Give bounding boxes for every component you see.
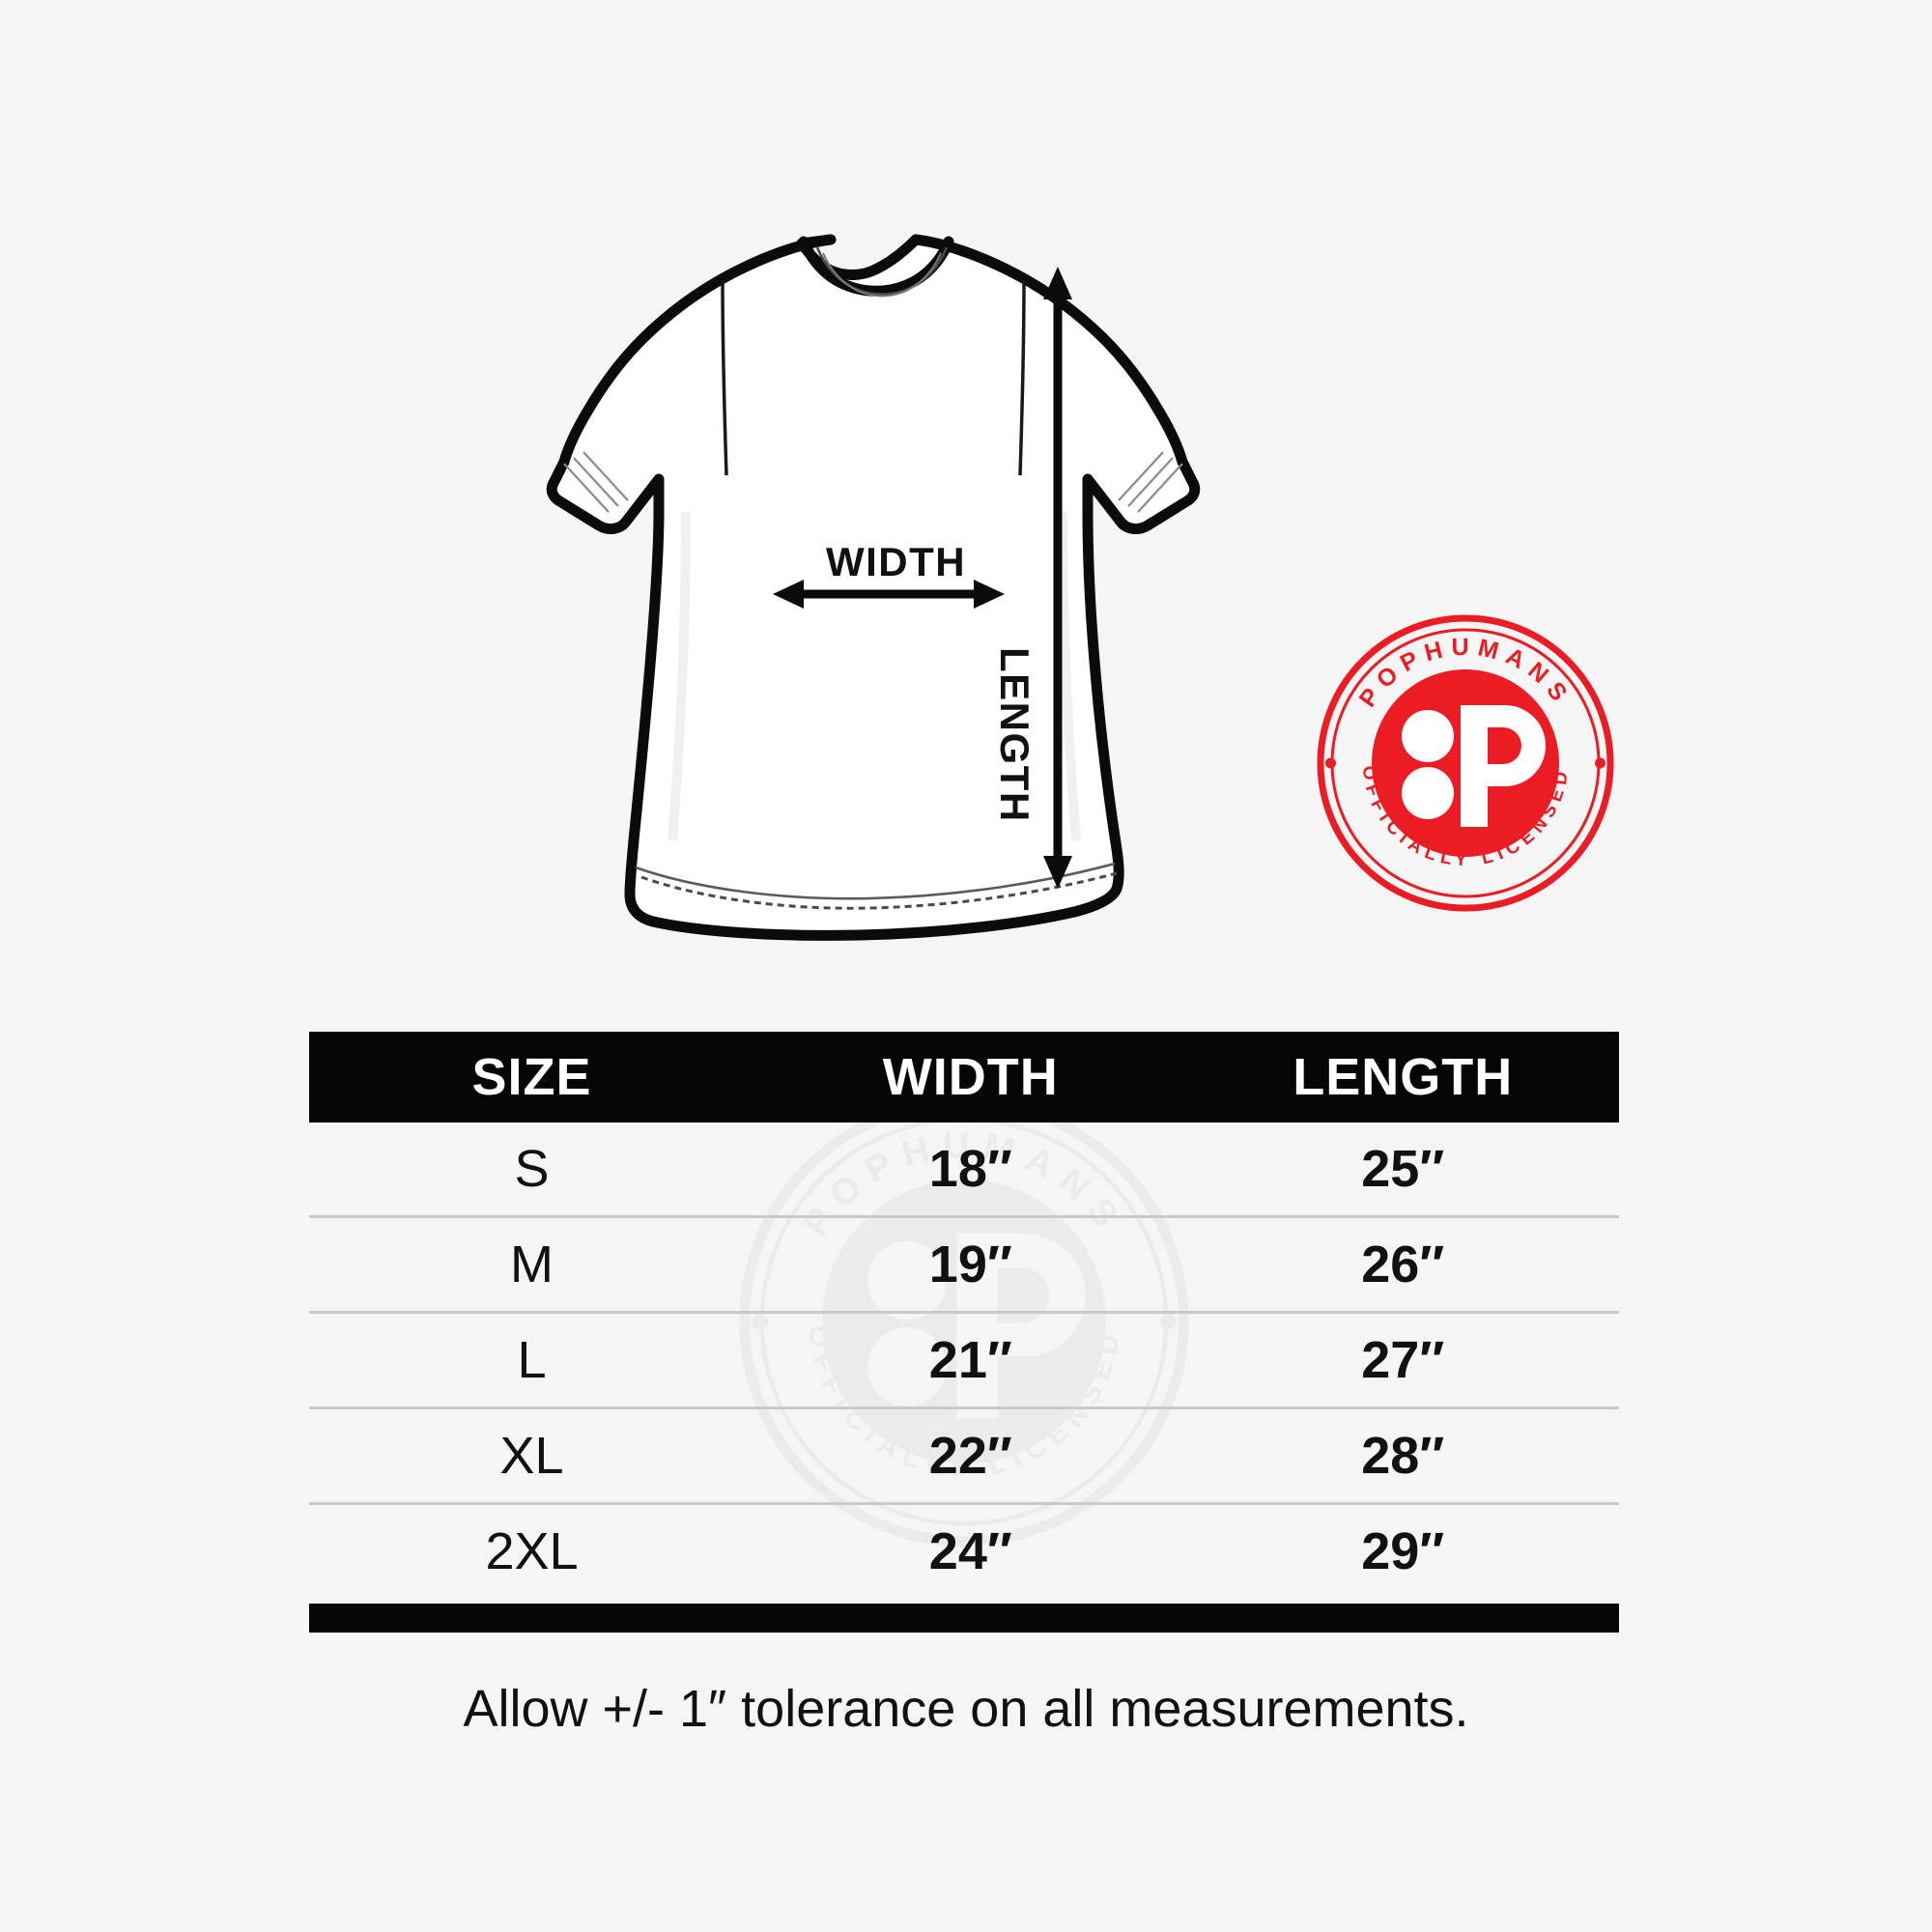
table-footer-bar [309,1604,1619,1633]
cell-length: 28″ [1361,1427,1445,1485]
table-row: S 18″ 25″ [309,1122,1619,1218]
table-row: XL 22″ 28″ [309,1409,1619,1505]
column-header-width: WIDTH [882,1048,1059,1106]
column-header-length: LENGTH [1293,1048,1514,1106]
length-arrow [1043,267,1072,889]
cell-width: 21″ [928,1331,1012,1389]
length-measurement-label: LENGTH [992,647,1037,823]
column-header-size: SIZE [471,1048,592,1106]
table-row: L 21″ 27″ [309,1314,1619,1409]
cell-width: 22″ [928,1427,1012,1485]
cell-width: 19″ [928,1236,1012,1293]
table-row: M 19″ 26″ [309,1218,1619,1314]
width-arrow [773,580,1005,609]
cell-width: 18″ [928,1140,1012,1198]
cell-size: M [510,1236,554,1293]
size-chart-table: POPHUMANS OFFICIALLY LICENSED SIZE WIDTH… [309,1032,1619,1634]
cell-length: 29″ [1361,1522,1445,1580]
cell-length: 27″ [1361,1331,1445,1389]
cell-size: XL [499,1427,564,1485]
garment-illustration: WIDTH LENGTH POPHUMANS OFFICIALLY LICENS… [546,234,1614,941]
tshirt-flat-sketch-icon [546,234,1201,941]
officially-licensed-badge-icon: POPHUMANS OFFICIALLY LICENSED [1317,614,1614,912]
table-body: S 18″ 25″ M 19″ 26″ L 21″ 27″ XL 22″ 28″… [309,1122,1619,1598]
table-header-row: SIZE WIDTH LENGTH [309,1032,1619,1122]
cell-length: 25″ [1361,1140,1445,1198]
cell-width: 24″ [928,1522,1012,1580]
cell-size: 2XL [485,1522,579,1580]
tolerance-note: Allow +/- 1″ tolerance on all measuremen… [463,1680,1469,1738]
cell-size: L [517,1331,547,1389]
width-measurement-label: WIDTH [826,539,967,584]
cell-length: 26″ [1361,1236,1445,1293]
table-row: 2XL 24″ 29″ [309,1505,1619,1598]
cell-size: S [514,1140,550,1198]
